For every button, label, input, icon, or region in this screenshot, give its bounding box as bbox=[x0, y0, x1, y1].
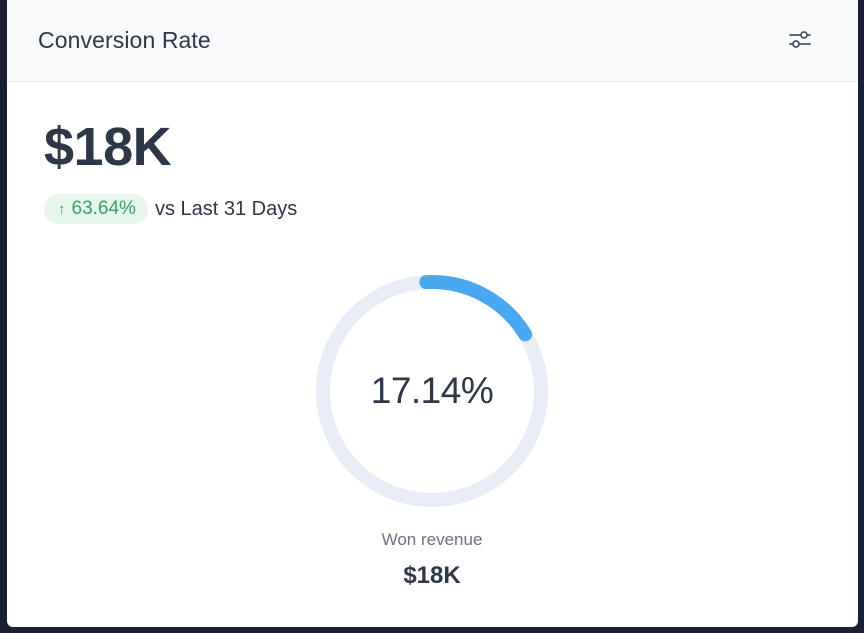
donut-progress-arc bbox=[419, 275, 533, 342]
card-header: Conversion Rate bbox=[7, 0, 858, 82]
metric-value: $18K bbox=[44, 117, 172, 177]
trend-percent: 63.64% bbox=[71, 198, 136, 219]
card-title: Conversion Rate bbox=[38, 27, 211, 53]
trend-badge: ↑ 63.64% bbox=[44, 194, 148, 224]
donut-center-label: 17.14% bbox=[370, 370, 494, 411]
sliders-icon bbox=[789, 31, 811, 48]
conversion-rate-card: Conversion Rate $18K ↑ 63.64% vs Last 31… bbox=[7, 0, 858, 627]
settings-button[interactable] bbox=[787, 28, 813, 52]
arrow-up-icon: ↑ bbox=[58, 200, 66, 218]
won-revenue-label: Won revenue bbox=[381, 530, 483, 549]
donut-chart bbox=[316, 275, 548, 507]
trend-caption: vs Last 31 Days bbox=[154, 197, 298, 220]
won-revenue-value: $18K bbox=[403, 562, 461, 589]
trend-row: ↑ 63.64% vs Last 31 Days bbox=[44, 194, 297, 224]
